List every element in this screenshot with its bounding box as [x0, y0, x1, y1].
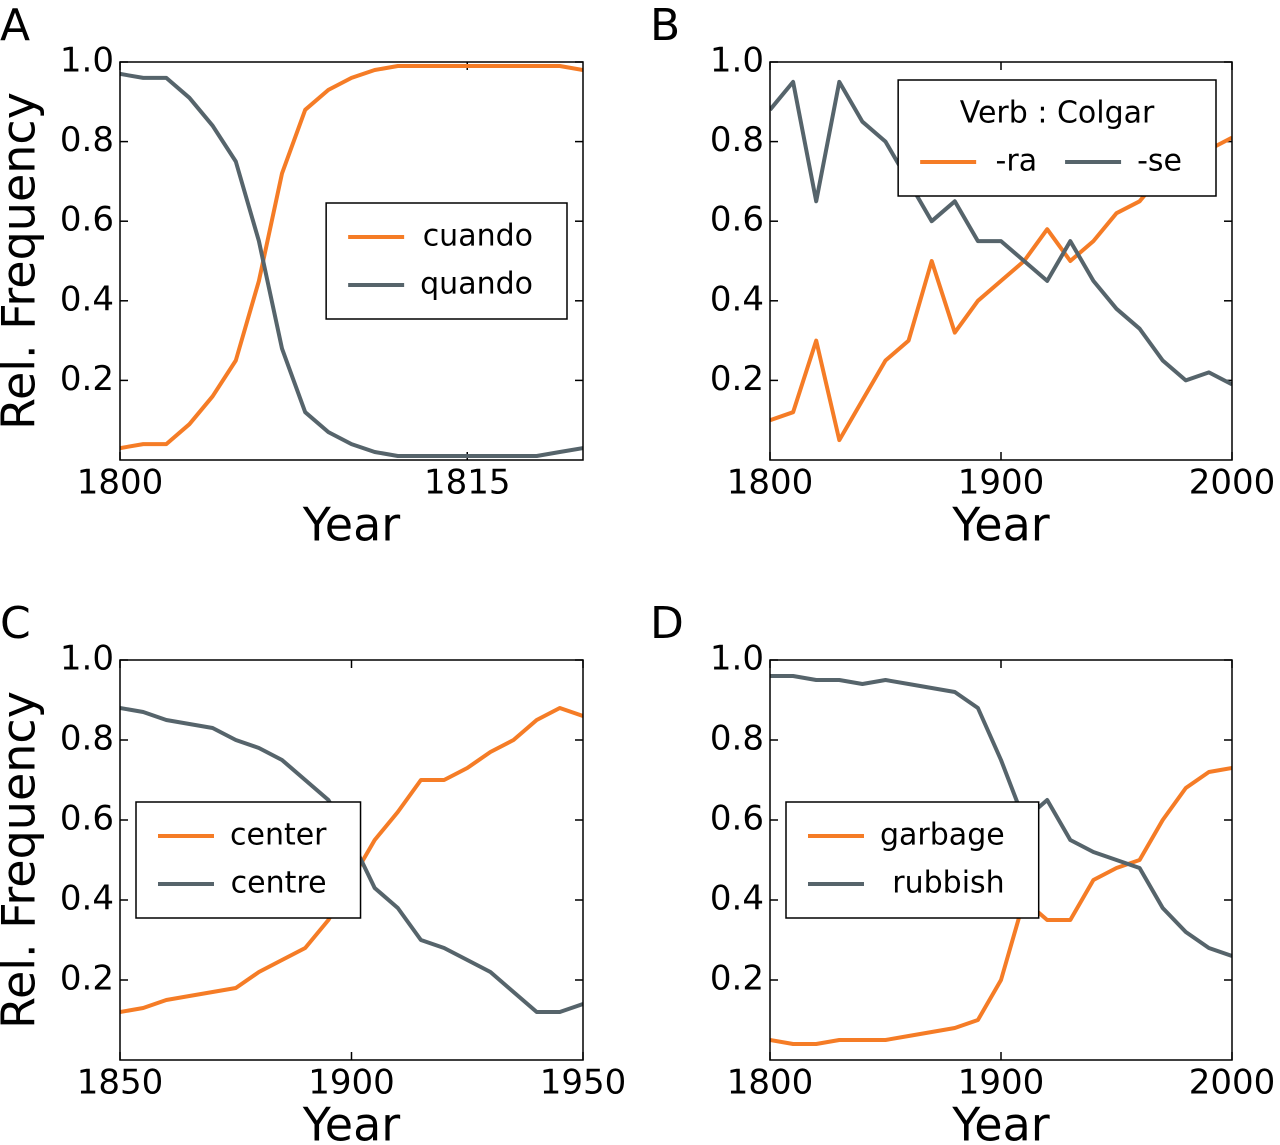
y-tick-label: 0.8: [60, 120, 114, 160]
x-tick-label: 2000: [1189, 463, 1276, 503]
x-axis-label: Year: [951, 1098, 1049, 1145]
y-tick-label: 0.2: [710, 359, 764, 399]
legend-frame: [897, 79, 1217, 197]
y-tick-label: 0.6: [60, 200, 114, 240]
x-tick-label: 1950: [540, 1063, 627, 1103]
x-tick-label: 1800: [727, 1063, 814, 1103]
series-line: [120, 71, 583, 458]
axes-frame: [119, 61, 584, 461]
x-axis-label: Year: [302, 498, 400, 552]
x-tick-label: 1850: [77, 1063, 164, 1103]
y-tick-label: 1.0: [710, 41, 764, 81]
axes-frame: [769, 61, 1233, 461]
legend: garbage rubbish: [785, 801, 1040, 919]
axes-frame: [119, 659, 584, 1061]
y-tick-label: 0.6: [710, 799, 764, 839]
x-tick-label: 2000: [1189, 1063, 1276, 1103]
y-tick-label: 0.4: [710, 879, 764, 919]
legend-frame: [785, 801, 1040, 919]
panel: A 0.2 0.4 0.6 0.8 1.0 1800 1815 Year Rel. Frequen…: [0, 0, 584, 552]
x-tick-label: 1900: [958, 1063, 1045, 1103]
panel: D 0.2 0.4 0.6 0.8 1.0 1800 1900 2000 Year garbage r…: [650, 598, 1275, 1145]
y-axis-label: Rel. Frequency: [0, 691, 46, 1029]
panel-label: D: [650, 598, 684, 649]
legend-label: cuando: [423, 219, 533, 254]
panel-label: C: [0, 598, 31, 649]
panel-label: A: [0, 0, 30, 51]
panel-label: B: [650, 0, 680, 51]
y-tick-label: 0.2: [710, 959, 764, 999]
x-tick-label: 1800: [727, 463, 814, 503]
series-line: [770, 766, 1232, 1046]
legend: cuando quando: [325, 202, 568, 320]
y-tick-label: 0.4: [60, 879, 114, 919]
x-tick-label: 1900: [958, 463, 1045, 503]
series-line: [770, 79, 1232, 387]
y-tick-label: 0.8: [710, 719, 764, 759]
y-axis-label: Rel. Frequency: [0, 92, 46, 430]
y-tick-label: 1.0: [710, 639, 764, 679]
panel: B 0.2 0.4 0.6 0.8 1.0 1800 1900 2000 Year Verb : C…: [650, 0, 1275, 552]
legend: center centre: [135, 801, 362, 919]
y-tick-label: 0.8: [710, 120, 764, 160]
x-tick-label: 1800: [77, 463, 164, 503]
y-tick-label: 0.4: [710, 279, 764, 319]
legend-label: garbage: [880, 818, 1005, 853]
y-tick-label: 0.2: [60, 959, 114, 999]
x-axis-label: Year: [302, 1098, 400, 1145]
y-tick-label: 0.4: [60, 279, 114, 319]
legend-frame: [325, 202, 568, 320]
axes-frame: [769, 659, 1233, 1061]
legend-label: -ra: [996, 144, 1038, 179]
legend-label: quando: [420, 267, 533, 302]
x-tick-label: 1815: [424, 463, 511, 503]
panel: C 0.2 0.4 0.6 0.8 1.0 1850 1900 1950 Year Rel. Fre…: [0, 598, 626, 1145]
y-tick-label: 1.0: [60, 41, 114, 81]
series-line: [770, 674, 1232, 958]
legend-label: center: [230, 818, 327, 853]
y-tick-label: 0.6: [710, 200, 764, 240]
legend-label: rubbish: [892, 866, 1004, 901]
y-tick-label: 1.0: [60, 639, 114, 679]
legend-title: Verb : Colgar: [960, 96, 1155, 131]
series-line: [120, 64, 583, 451]
x-tick-label: 1900: [308, 1063, 395, 1103]
x-axis-label: Year: [951, 498, 1049, 552]
legend-label: -se: [1137, 144, 1182, 179]
legend: Verb : Colgar -ra -se: [897, 79, 1217, 197]
y-tick-label: 0.6: [60, 799, 114, 839]
legend-frame: [135, 801, 362, 919]
y-tick-label: 0.8: [60, 719, 114, 759]
y-tick-label: 0.2: [60, 359, 114, 399]
legend-label: centre: [231, 866, 327, 901]
